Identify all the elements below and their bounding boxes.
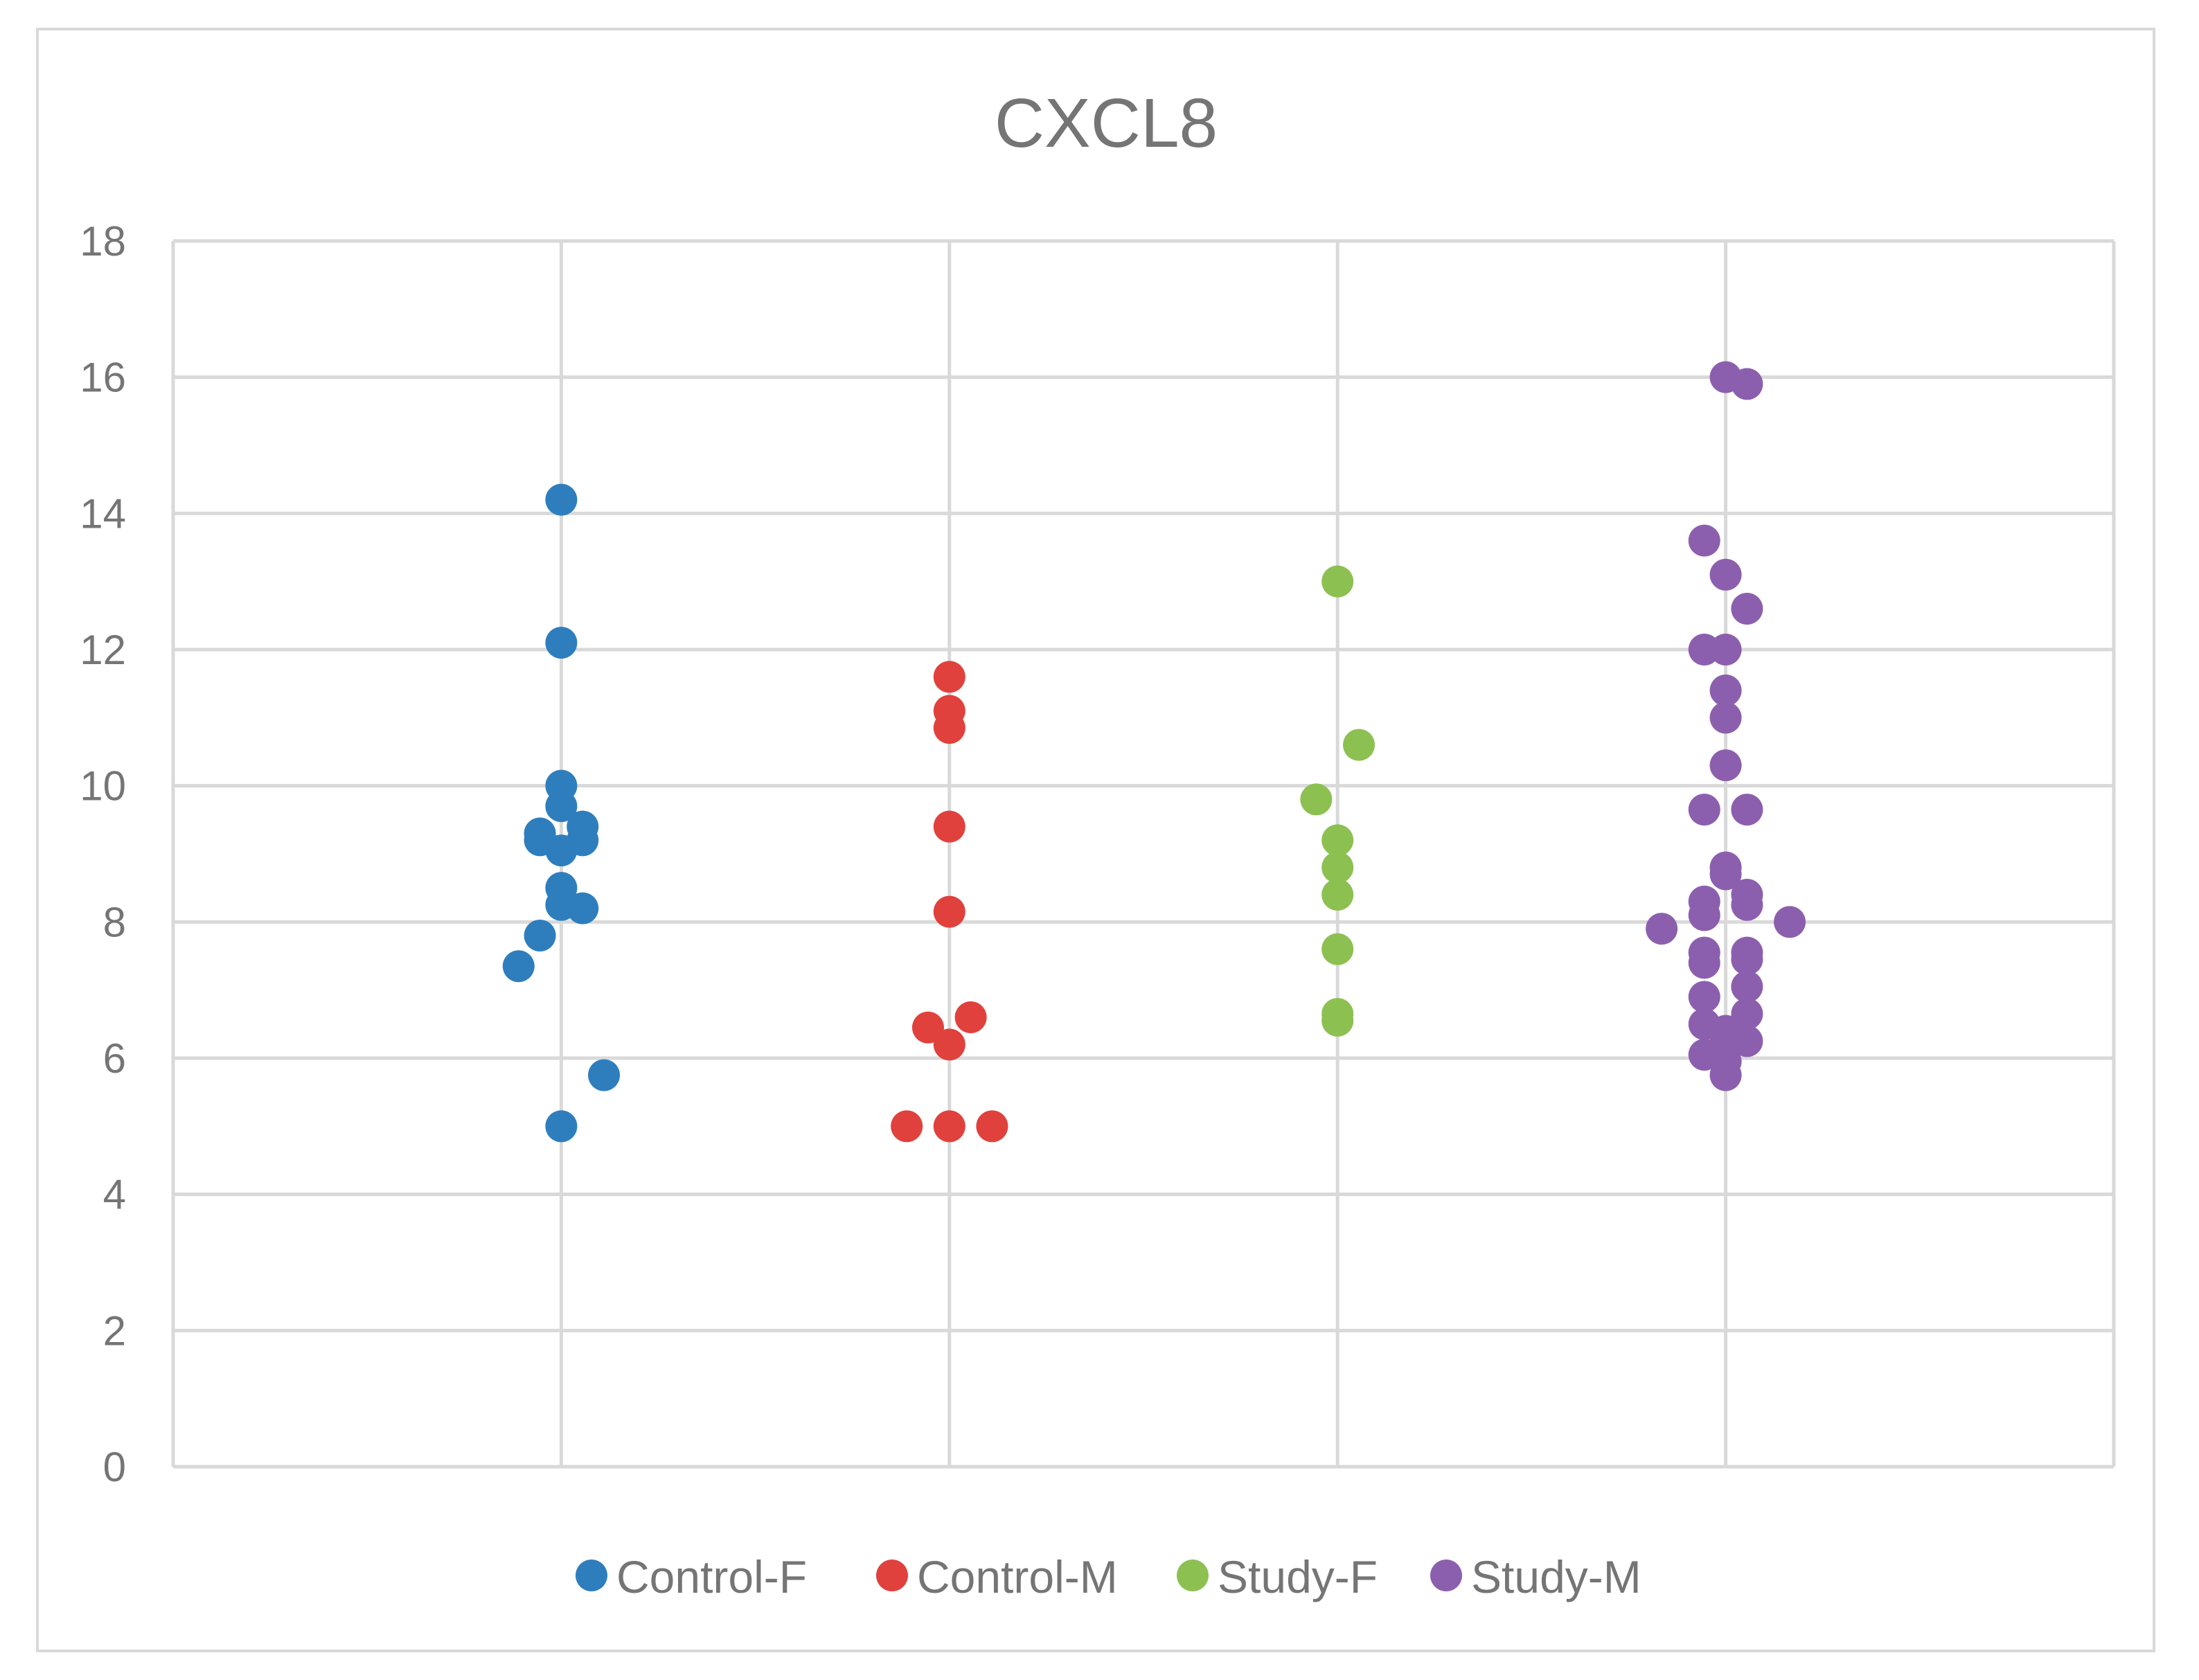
data-point [891, 1110, 923, 1143]
axes [171, 241, 2114, 1469]
chart-title: CXCL8 [995, 84, 1218, 162]
y-tick-label: 12 [80, 627, 126, 673]
data-point [954, 1001, 987, 1033]
data-point [588, 1059, 621, 1091]
data-point [1321, 879, 1354, 911]
data-point [1709, 1059, 1742, 1091]
data-point [1731, 888, 1763, 921]
data-point [1731, 998, 1763, 1030]
data-point [1709, 702, 1742, 734]
data-point [1709, 749, 1742, 782]
data-point [1731, 794, 1763, 826]
legend: Control-F Control-M Study-F Study-M [576, 1551, 1641, 1602]
data-point [1646, 913, 1678, 945]
data-point [1688, 899, 1720, 931]
y-tick-label: 4 [103, 1172, 126, 1218]
legend-marker [1430, 1560, 1462, 1591]
data-point [1321, 851, 1354, 884]
legend-marker [576, 1560, 607, 1591]
data-point [933, 1110, 965, 1143]
grid-lines [173, 239, 2116, 1467]
data-point [524, 920, 556, 951]
series-control-f [502, 483, 621, 1143]
data-point [1709, 674, 1742, 706]
data-point [1731, 593, 1763, 625]
data-point [933, 895, 965, 928]
data-point [545, 834, 578, 867]
data-point [567, 892, 599, 924]
data-point [1709, 858, 1742, 891]
data-point [1709, 634, 1742, 665]
data-point [1709, 558, 1742, 591]
data-point [1731, 943, 1763, 976]
legend-label: Control-F [616, 1551, 807, 1602]
y-tick-label: 16 [80, 355, 126, 401]
y-axis-tick-labels: 0 2 4 6 8 10 12 14 16 18 [80, 218, 126, 1490]
legend-marker [876, 1560, 908, 1591]
data-point [1343, 729, 1376, 761]
data-point [1731, 970, 1763, 1003]
data-point [933, 712, 965, 744]
legend-label: Study-M [1471, 1551, 1641, 1602]
legend-marker [1177, 1560, 1209, 1591]
legend-label: Study-F [1218, 1551, 1378, 1602]
data-point [545, 790, 578, 823]
data-point [1688, 947, 1720, 979]
data-point [1321, 933, 1354, 965]
data-point [1321, 1004, 1354, 1037]
y-tick-label: 14 [80, 490, 126, 537]
data-point [545, 627, 578, 659]
data-point [933, 661, 965, 693]
y-tick-label: 18 [80, 218, 126, 265]
data-point [976, 1110, 1008, 1143]
data-point [933, 810, 965, 843]
data-point [1688, 981, 1720, 1013]
y-tick-label: 10 [80, 763, 126, 810]
data-points [502, 361, 1806, 1143]
data-point [1774, 906, 1806, 938]
data-point [545, 483, 578, 516]
data-point [1688, 794, 1720, 826]
data-point [911, 1011, 944, 1044]
legend-item: Study-F [1177, 1551, 1378, 1602]
data-point [1688, 524, 1720, 557]
series-study-f [1300, 565, 1376, 1037]
legend-item: Control-M [876, 1551, 1118, 1602]
data-point [1321, 824, 1354, 857]
legend-item: Control-F [576, 1551, 807, 1602]
series-study-m [1646, 361, 1806, 1091]
legend-label: Control-M [917, 1551, 1118, 1602]
data-point [1731, 368, 1763, 400]
data-point [1300, 783, 1333, 816]
data-point [502, 950, 535, 983]
chart-frame [36, 28, 2155, 1652]
data-point [545, 1110, 578, 1143]
data-point [933, 1028, 965, 1061]
y-tick-label: 0 [103, 1444, 126, 1490]
data-point [1321, 565, 1354, 598]
series-control-m [891, 661, 1008, 1143]
y-tick-label: 6 [103, 1035, 126, 1082]
y-tick-label: 2 [103, 1307, 126, 1354]
legend-item: Study-M [1430, 1551, 1641, 1602]
y-tick-label: 8 [103, 899, 126, 945]
